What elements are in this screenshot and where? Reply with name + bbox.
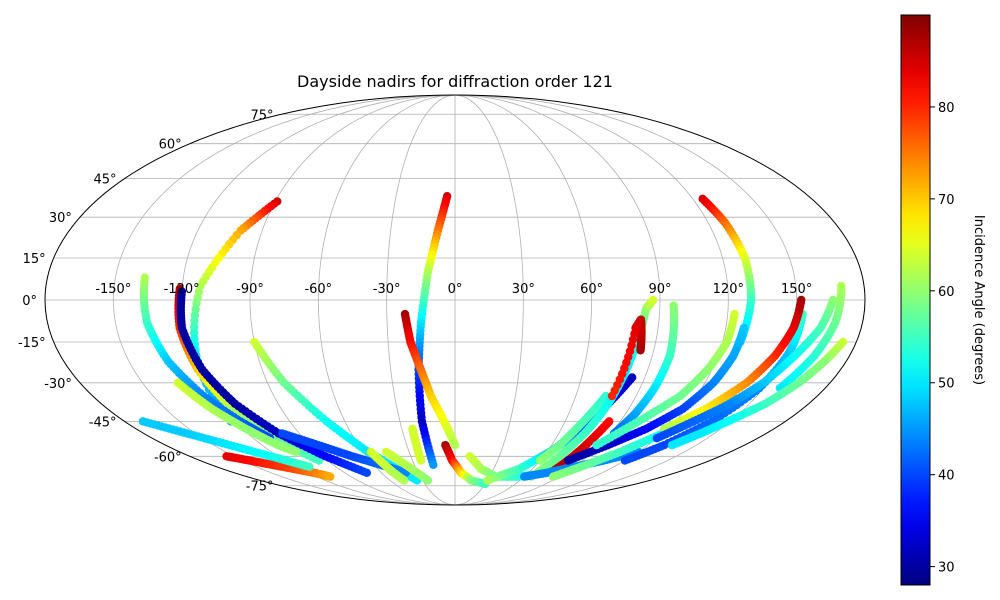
colorbar-label: Incidence Angle (degrees) (971, 215, 986, 385)
lon-tick-label: 60° (580, 282, 603, 297)
colorbar-gradient (900, 14, 931, 586)
scatter-point (605, 417, 614, 426)
colorbar-tick-label: 30 (938, 561, 955, 576)
scatter-point (564, 456, 573, 465)
lat-tick-label: -45° (89, 415, 117, 430)
lat-tick-label: -60° (154, 450, 182, 465)
latitude-tick-labels: 75° 60° 45° 30° 15° 0° -15° -30° -45° -60° -75° (18, 108, 274, 494)
lat-tick-label: 0° (22, 294, 37, 309)
scatter-point (592, 440, 601, 450)
scatter-point (416, 456, 426, 465)
longitude-tick-labels: -150° -120° -90° -60° -30° 0° 30° 60° 90° 120° 150… (95, 282, 812, 297)
lat-tick-label: 60° (159, 138, 182, 153)
colorbar-tick-label: 50 (938, 377, 955, 392)
lon-tick-label: -30° (373, 282, 401, 297)
lat-tick-label: -15° (18, 336, 46, 351)
lat-tick-label: -30° (44, 377, 72, 392)
scatter-points (138, 192, 848, 489)
scatter-point (189, 322, 199, 332)
lon-tick-label: 0° (448, 282, 463, 297)
lat-tick-label: 30° (49, 211, 72, 226)
lon-tick-label: 120° (713, 282, 744, 297)
scatter-point (648, 295, 658, 305)
scatter-point (326, 472, 335, 481)
lat-tick-label: -75° (246, 480, 274, 495)
scatter-point (667, 440, 677, 450)
colorbar-tick-label: 80 (938, 101, 955, 116)
lon-tick-label: 30° (512, 282, 535, 297)
graticule (45, 95, 865, 505)
colorbar-ticks: 30 40 50 60 70 80 (930, 101, 955, 576)
scatter-point (362, 468, 372, 478)
colorbar-tick-label: 70 (938, 193, 955, 208)
lat-tick-label: 45° (94, 173, 117, 188)
scatter-point (305, 462, 314, 472)
lon-tick-label: -60° (304, 282, 332, 297)
map-border (44, 94, 866, 506)
colorbar: 30 40 50 60 70 80 Incidence Angle (degrees) (900, 14, 986, 586)
lat-tick-label: 75° (250, 108, 273, 123)
lon-tick-label: 150° (781, 282, 812, 297)
lon-tick-label: -120° (164, 282, 200, 297)
scatter-point (291, 447, 301, 457)
colorbar-tick-label: 40 (938, 469, 955, 484)
colorbar-tick-label: 60 (938, 285, 955, 300)
scatter-point (423, 476, 433, 485)
scatter-point (652, 434, 662, 443)
scatter-point (627, 373, 637, 382)
chart-title: Dayside nadirs for diffraction order 121 (297, 72, 613, 91)
lon-tick-label: 90° (648, 282, 671, 297)
scatter-point (399, 476, 409, 485)
scatter-point (450, 440, 460, 450)
lat-tick-label: 15° (23, 252, 46, 267)
lon-tick-label: -150° (95, 282, 131, 297)
scatter-point (607, 391, 617, 401)
scatter-point (429, 460, 438, 469)
lon-tick-label: -90° (236, 282, 264, 297)
